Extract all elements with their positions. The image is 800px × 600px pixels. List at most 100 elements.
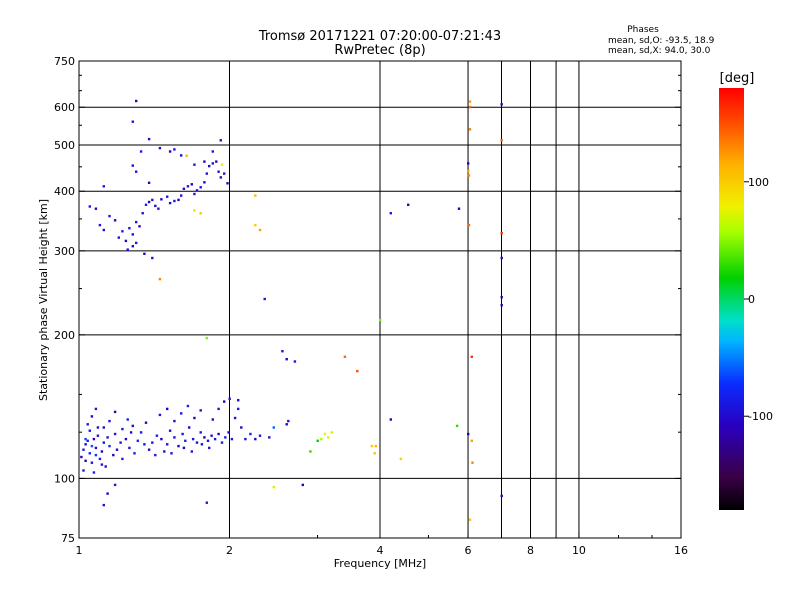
y-tick-label: 75 <box>61 532 75 545</box>
data-point <box>191 437 195 441</box>
data-point <box>131 424 134 428</box>
data-point <box>86 423 89 426</box>
data-point <box>258 434 262 437</box>
data-point <box>154 453 157 457</box>
data-point <box>285 423 288 426</box>
data-point <box>88 452 91 455</box>
data-point <box>199 212 202 215</box>
data-point <box>199 186 202 189</box>
colorbar-ticks: 100 0 -100 <box>744 176 773 423</box>
data-point <box>217 407 220 411</box>
x-tick-label: 10 <box>572 544 586 557</box>
data-point <box>88 429 91 432</box>
phases-line-x: mean, sd,X: 94.0, 30.0 <box>608 46 711 56</box>
data-point <box>108 444 111 448</box>
data-point <box>90 444 94 448</box>
data-point <box>272 426 275 429</box>
data-point <box>205 501 208 504</box>
data-point <box>102 503 105 507</box>
data-point <box>151 198 154 202</box>
y-tick-label: 200 <box>54 329 75 342</box>
y-tick-label: 400 <box>54 185 75 198</box>
colorbar-tick-label: 0 <box>748 293 755 306</box>
data-point <box>113 432 117 436</box>
data-point <box>211 162 214 165</box>
data-point <box>106 436 109 439</box>
data-point <box>177 444 180 448</box>
chart-subtitle: RwPretec (8p) <box>334 43 425 58</box>
data-point <box>94 407 98 411</box>
data-point <box>200 443 204 446</box>
data-point <box>98 457 102 461</box>
data-point <box>166 407 169 411</box>
data-point <box>272 485 275 489</box>
data-point <box>121 230 124 233</box>
data-point <box>94 446 98 450</box>
data-point <box>227 431 230 434</box>
data-point <box>131 120 134 123</box>
data-point <box>102 441 105 444</box>
data-point <box>399 457 403 461</box>
y-tick-label: 600 <box>54 101 75 114</box>
data-point <box>230 437 234 441</box>
colorbar-tick-label: -100 <box>748 410 773 423</box>
data-point <box>113 410 117 414</box>
y-tick-label: 750 <box>54 55 75 68</box>
data-point <box>135 220 138 224</box>
y-tick-label: 500 <box>54 139 75 152</box>
data-point <box>147 137 151 141</box>
data-point <box>163 450 166 453</box>
grid-lines <box>79 61 681 538</box>
data-point <box>108 214 111 218</box>
data-point <box>94 453 98 457</box>
data-point <box>147 448 151 451</box>
data-point <box>500 232 503 235</box>
data-point <box>500 139 503 142</box>
data-point <box>213 437 217 441</box>
data-point <box>356 369 359 373</box>
data-point <box>173 148 176 151</box>
x-axis-label: Frequency [MHz] <box>334 557 426 570</box>
data-point <box>468 128 472 131</box>
data-point <box>135 241 138 245</box>
data-point <box>293 360 297 363</box>
data-point <box>327 436 330 439</box>
data-point <box>193 209 196 212</box>
data-point <box>249 432 252 436</box>
data-point <box>467 174 471 177</box>
data-point <box>467 432 470 436</box>
data-point <box>138 225 141 228</box>
data-point <box>166 443 169 446</box>
data-point <box>126 418 129 421</box>
data-point <box>208 164 211 168</box>
data-point <box>186 404 190 408</box>
data-point <box>301 483 304 487</box>
data-point <box>115 448 119 451</box>
data-point <box>102 228 105 232</box>
data-point <box>468 518 472 521</box>
data-point <box>195 441 199 444</box>
data-point <box>370 444 374 448</box>
data-point <box>224 436 227 439</box>
data-point <box>309 450 312 453</box>
data-point <box>139 150 143 153</box>
data-point <box>144 421 148 424</box>
x-tick-label: 6 <box>465 544 472 557</box>
data-point <box>131 245 134 248</box>
data-point <box>193 416 196 420</box>
data-point <box>131 164 134 167</box>
data-point <box>240 426 243 429</box>
x-tick-label: 2 <box>226 544 233 557</box>
data-point <box>158 413 162 417</box>
data-point <box>185 154 188 157</box>
data-point <box>195 189 199 192</box>
phases-line-o: mean, sd,O: -93.5, 18.9 <box>608 36 715 46</box>
data-point <box>147 181 151 184</box>
data-point <box>133 452 136 455</box>
data-point <box>128 227 131 230</box>
data-point <box>143 252 146 255</box>
data-point <box>170 452 173 455</box>
data-point <box>90 415 94 418</box>
data-point <box>82 448 85 451</box>
